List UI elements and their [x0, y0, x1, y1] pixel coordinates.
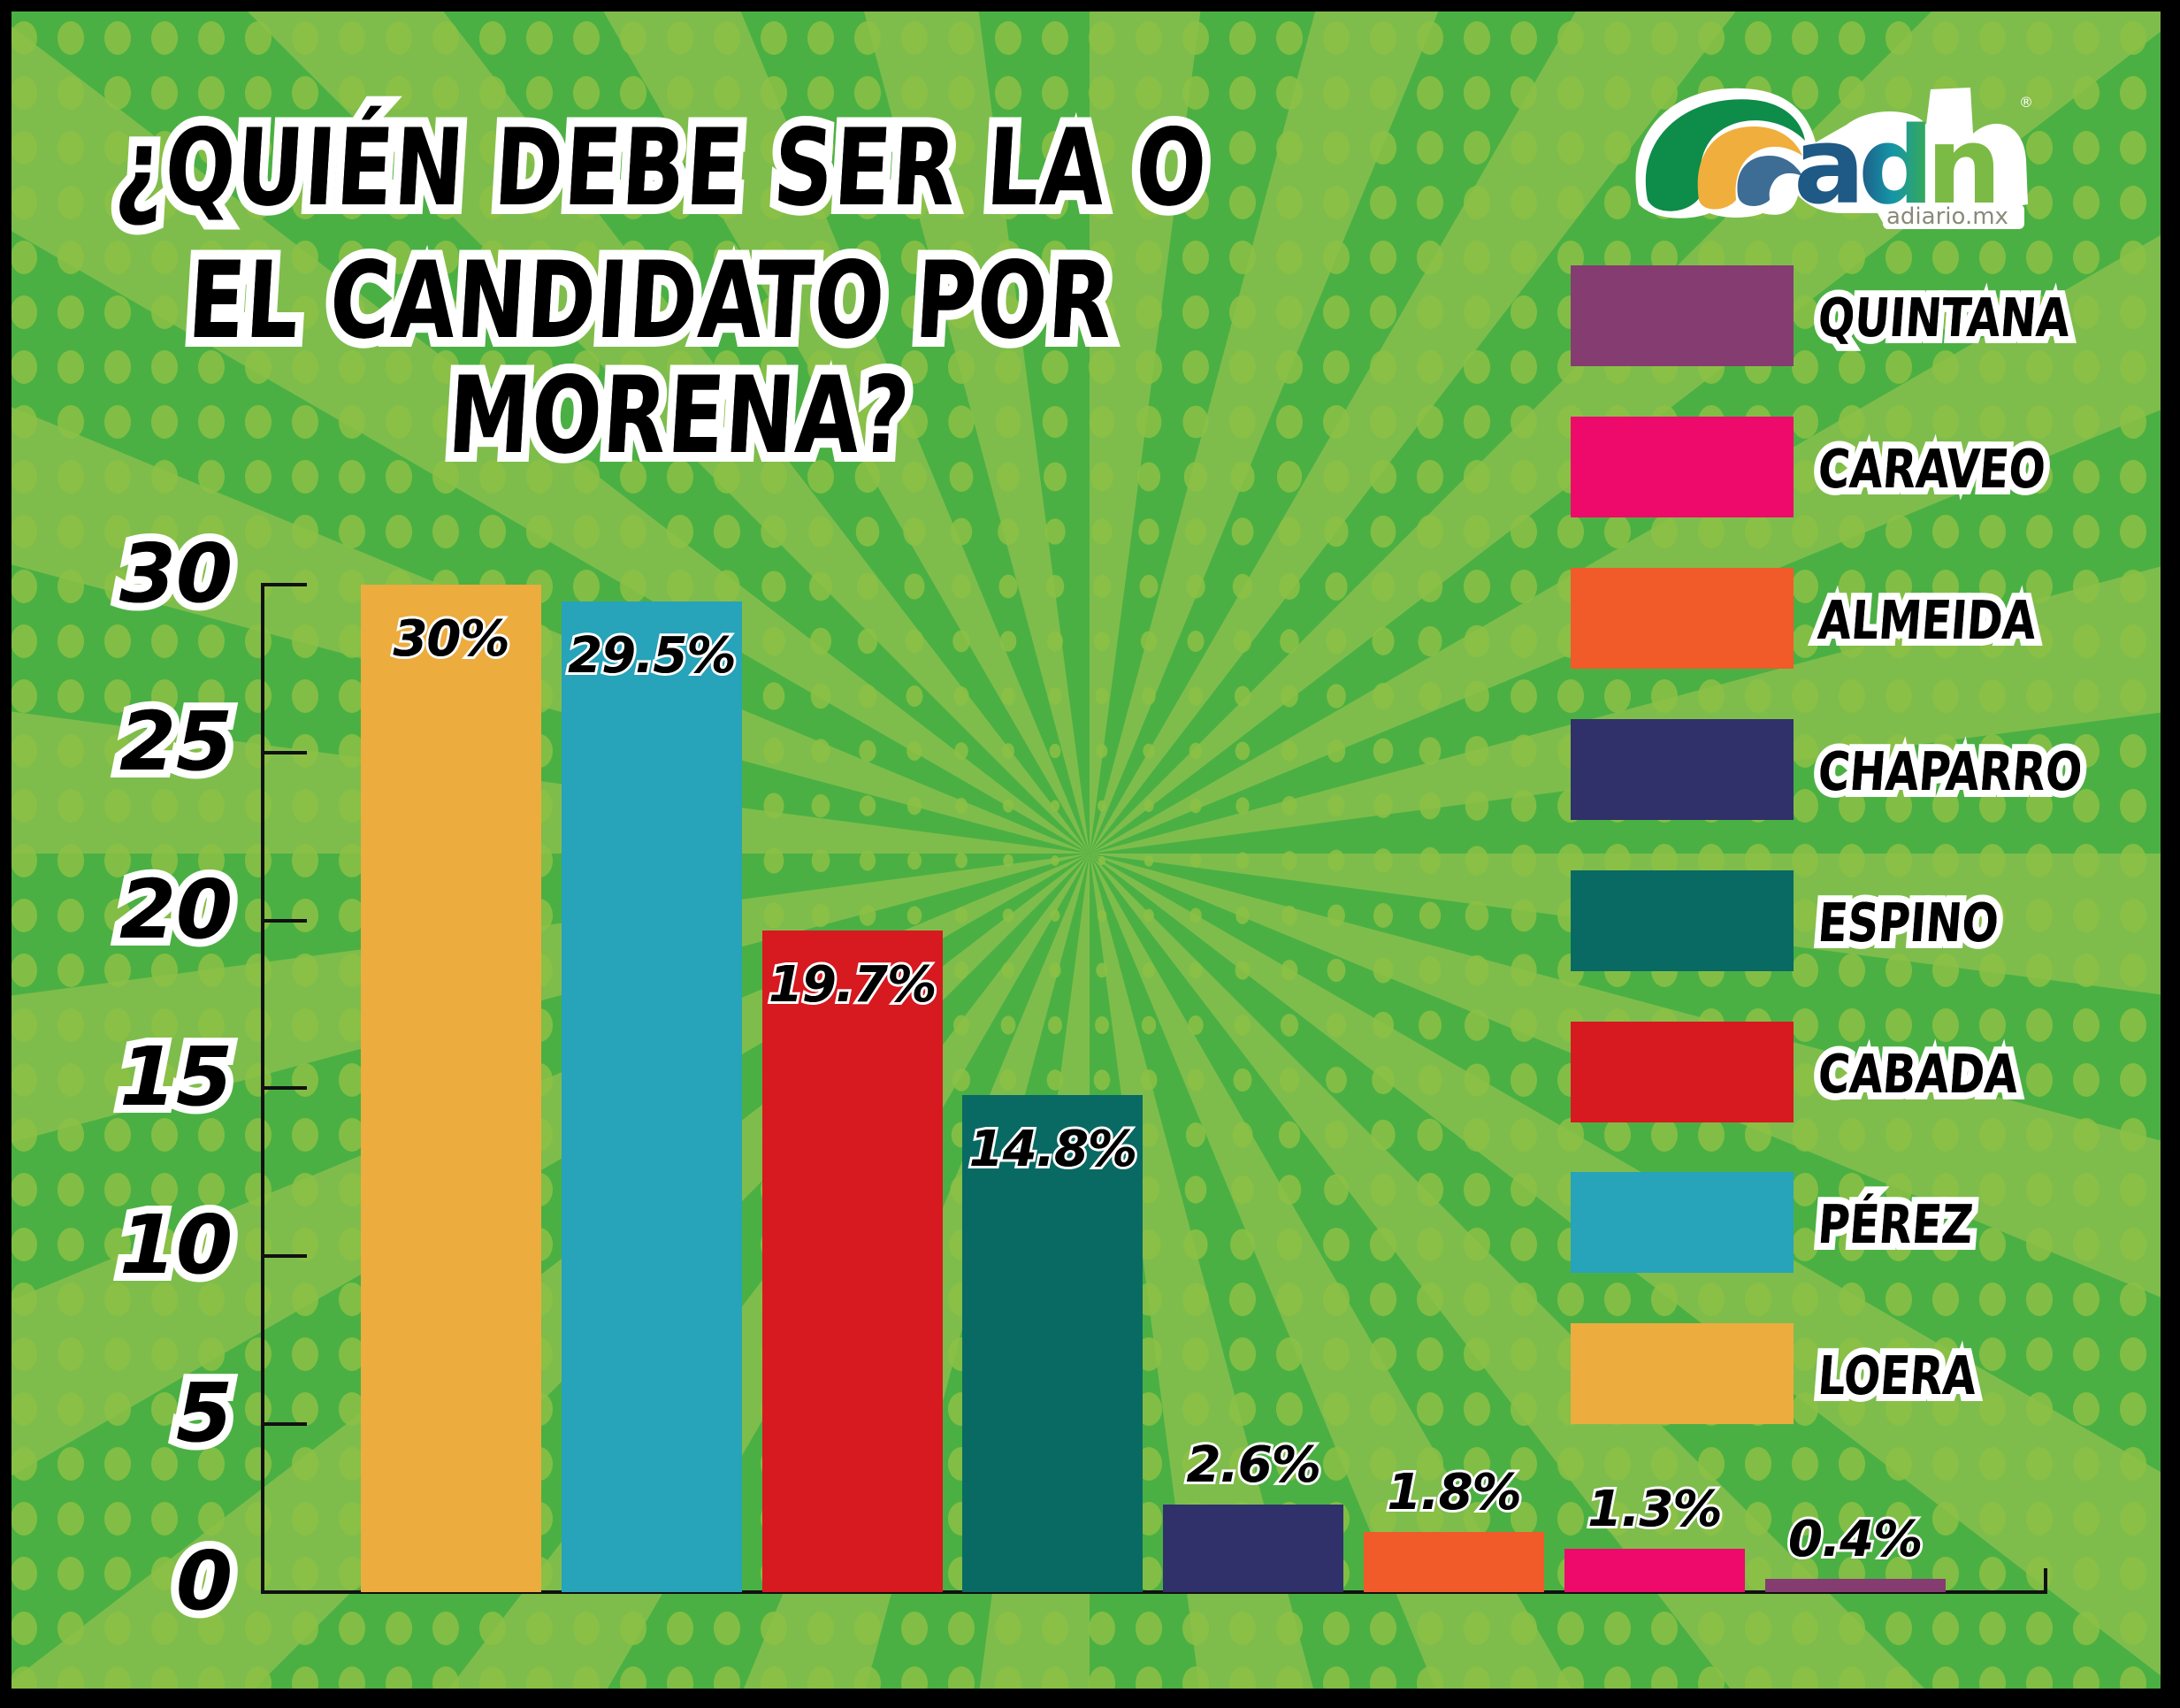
y-tick-mark	[263, 1086, 307, 1091]
bar-espino	[962, 1095, 1144, 1592]
bar-value-label: 1.8% 1.8%	[1384, 1463, 1524, 1521]
y-tick-mark	[263, 582, 307, 586]
legend-swatch	[1571, 1172, 1794, 1274]
x-axis-end-tick	[2044, 1568, 2047, 1594]
y-tick-label: 20 20	[111, 861, 241, 958]
legend-label: QUINTANA QUINTANA	[1809, 280, 2079, 356]
y-tick-label: 10 10	[111, 1197, 241, 1294]
title-line-2: EL CANDIDATO POR EL CANDIDATO POR	[176, 231, 1126, 371]
bar-value-label: 29.5% 29.5%	[565, 626, 738, 685]
x-axis-line	[261, 1590, 2047, 1594]
logo-letter-a: a	[1794, 105, 1865, 228]
legend-label: CABADA CABADA	[1809, 1037, 2028, 1112]
title-line-1: ¿QUIÉN DEBE SER LA O ¿QUIÉN DEBE SER LA O	[103, 98, 1220, 239]
bar-value-label: 30% 30%	[390, 609, 512, 668]
legend-label: CARAVEO CARAVEO	[1809, 432, 2054, 507]
title-line-3: MORENA? MORENA?	[436, 346, 923, 486]
legend-swatch	[1571, 869, 1794, 971]
registered-mark: ®	[2019, 94, 2033, 111]
legend-label: CHAPARRO CHAPARRO	[1809, 734, 2092, 809]
legend-swatch	[1571, 1323, 1794, 1425]
legend-swatch	[1571, 718, 1794, 820]
logo-arc-blue	[1737, 156, 1802, 206]
bar-value-label: 0.4% 0.4%	[1786, 1510, 1925, 1568]
y-tick-mark	[263, 918, 307, 923]
y-tick-label: 30 30	[111, 525, 241, 622]
legend-label: ALMEIDA ALMEIDA	[1809, 583, 2046, 658]
legend-label: PÉREZ PÉREZ	[1809, 1188, 1982, 1263]
legend-swatch	[1571, 1021, 1794, 1122]
legend-swatch	[1571, 416, 1794, 517]
bar-loera	[361, 584, 541, 1592]
adn-logo: a d n ® adiario.mx	[1635, 88, 2033, 230]
y-tick-mark	[263, 1422, 307, 1427]
bar-value-label: 19.7% 19.7%	[766, 955, 939, 1014]
y-tick-mark	[263, 750, 307, 754]
logo-subtitle: adiario.mx	[1886, 203, 2008, 230]
infographic-canvas: ¿QUIÉN DEBE SER LA O ¿QUIÉN DEBE SER LA O…	[11, 11, 2161, 1689]
y-tick-label: 25 25	[111, 693, 241, 790]
y-tick-label: 15 15	[111, 1029, 241, 1126]
bar-cabada	[761, 930, 943, 1592]
legend-label: ESPINO ESPINO	[1809, 885, 2008, 961]
logo-arc-orange	[1697, 126, 1802, 210]
bar-value-label: 14.8% 14.8%	[967, 1121, 1140, 1179]
bar-value-label: 1.3% 1.3%	[1585, 1480, 1725, 1538]
y-tick-mark	[263, 1254, 307, 1259]
legend-swatch	[1571, 567, 1794, 669]
logo-arc-green	[1645, 99, 1805, 211]
legend-swatch	[1571, 265, 1794, 366]
bar-quintana	[1764, 1578, 1946, 1592]
bar-chaparro	[1163, 1505, 1344, 1592]
bar-caraveo	[1564, 1548, 1745, 1592]
bar-value-label: 2.6% 2.6%	[1184, 1436, 1324, 1495]
legend-label: LOERA LOERA	[1809, 1339, 1985, 1414]
bar-almeida	[1364, 1531, 1544, 1592]
bar-perez	[561, 601, 742, 1592]
